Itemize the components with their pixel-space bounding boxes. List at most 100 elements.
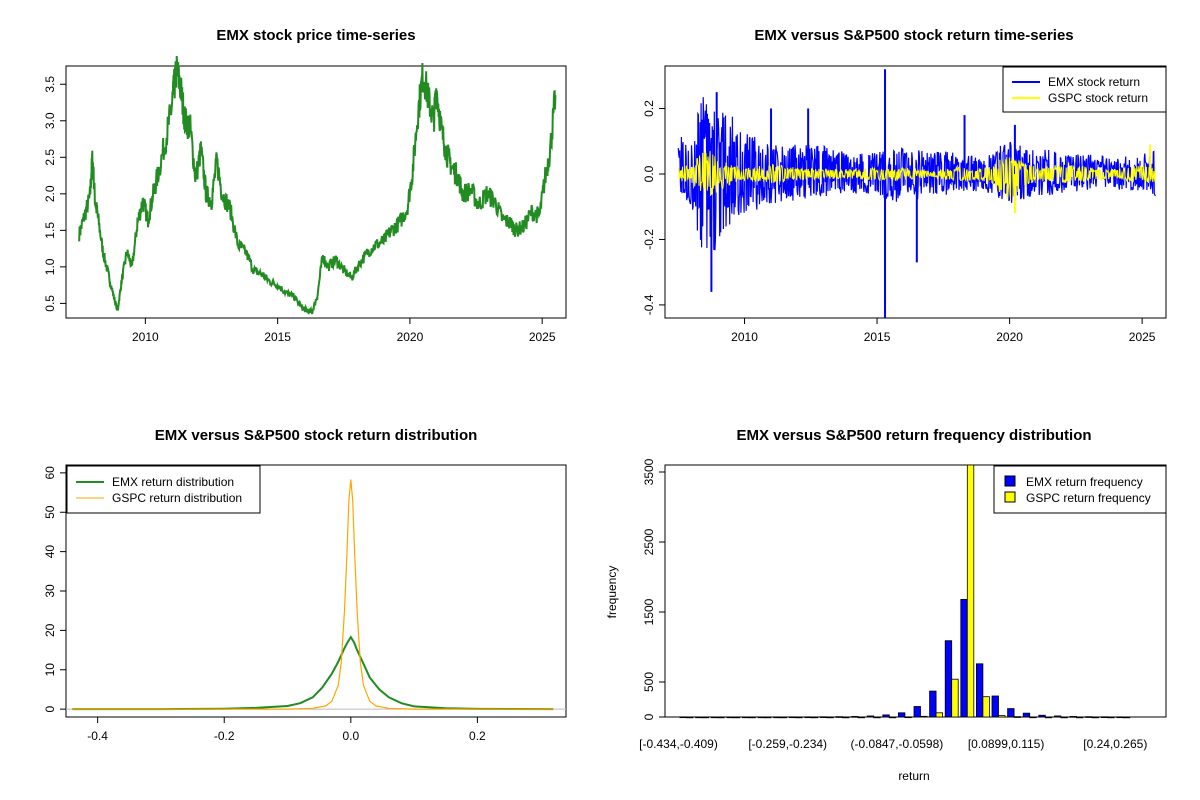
legend-label-emx-density: EMX return distribution [112, 475, 234, 489]
emx-frequency-bar [929, 690, 937, 718]
price-plot-area [78, 56, 557, 315]
histogram-legend-box [993, 465, 1167, 514]
returns-x-tick-label: 2025 [1129, 330, 1156, 344]
emx-frequency-bar [991, 695, 999, 718]
density-y-tick-label: 30 [43, 584, 57, 598]
gspc-frequency-bar [888, 716, 897, 719]
density-legend: EMX return distribution GSPC return dist… [66, 465, 261, 514]
legend-label-gspc-return: GSPC stock return [1048, 91, 1148, 105]
density-chart-title: EMX versus S&P500 stock return distribut… [155, 427, 478, 444]
returns-x-axis: 2010 2015 2020 2025 [731, 317, 1156, 344]
histogram-x-tick-label: [0.24,0.265) [1083, 737, 1147, 751]
density-legend-box [66, 465, 261, 514]
histogram-x-tick-label: [-0.259,-0.234) [748, 737, 827, 751]
emx-frequency-bar [960, 599, 968, 718]
price-y-tick-label: 3.5 [43, 76, 57, 93]
histogram-x-axis-title: return [898, 769, 929, 783]
density-x-tick-label: 0.2 [469, 729, 486, 743]
price-chart-title: EMX stock price time-series [216, 27, 415, 44]
histogram-x-tick-label: [-0.434,-0.409) [639, 737, 718, 751]
emx-frequency-bar [726, 716, 734, 719]
density-plot-area [66, 479, 566, 711]
gspc-frequency-bar [1013, 716, 1021, 718]
emx-frequency-bar [1054, 715, 1062, 718]
returns-y-tick-label: 0.0 [642, 165, 656, 182]
density-y-axis: 0 10 20 30 40 50 60 [43, 466, 67, 712]
histogram-chart-title: EMX versus S&P500 return frequency distr… [736, 427, 1091, 444]
histogram-y-tick-label: 2500 [642, 528, 656, 555]
emx-frequency-bar [804, 716, 812, 719]
histogram-x-tick-label: [0.0899,0.115) [968, 737, 1045, 751]
histogram-y-axis: 0 500 1500 2500 3500 [642, 458, 666, 720]
density-y-tick-label: 10 [43, 663, 57, 677]
legend-label-gspc-density: GSPC return distribution [112, 491, 242, 505]
gspc-density-series [72, 479, 554, 710]
returns-x-tick-label: 2010 [731, 330, 758, 344]
panel-density: EMX versus S&P500 stock return distribut… [43, 427, 567, 743]
gspc-frequency-bar [810, 716, 819, 719]
gspc-frequency-bar [732, 716, 741, 719]
gspc-frequency-bar [904, 716, 912, 719]
gspc-frequency-bar [1029, 716, 1037, 719]
returns-y-tick-label: -0.4 [642, 294, 656, 315]
emx-frequency-bar [742, 716, 750, 719]
emx-frequency-bar [773, 716, 781, 719]
gspc-return-series [677, 150, 1156, 199]
gspc-frequency-bar [982, 696, 990, 718]
gspc-frequency-bar [701, 716, 709, 719]
histogram-plot-area [679, 464, 1131, 719]
returns-y-tick-label: 0.2 [642, 100, 656, 117]
emx-frequency-bar [898, 712, 906, 718]
gspc-frequency-bar [935, 712, 943, 718]
gspc-frequency-bar [1060, 716, 1068, 719]
emx-frequency-bar [1007, 708, 1015, 718]
gspc-frequency-bar [717, 716, 725, 719]
histogram-y-axis-title: frequency [605, 566, 619, 619]
gspc-frequency-bar [857, 716, 865, 719]
price-y-axis: 0.5 1.0 1.5 2.0 2.5 3.0 3.5 [43, 76, 67, 312]
panel-price: EMX stock price time-series 2010 2015 2020… [43, 27, 567, 344]
emx-frequency-bar [913, 706, 921, 718]
gspc-frequency-bar [1107, 716, 1115, 719]
gspc-frequency-bar [1076, 716, 1084, 719]
gspc-frequency-bar [795, 716, 803, 719]
gspc-frequency-bar [826, 716, 834, 719]
emx-frequency-bar [866, 715, 875, 718]
emx-frequency-bar [1100, 716, 1109, 718]
density-x-tick-label: -0.4 [87, 729, 108, 743]
returns-x-tick-label: 2020 [996, 330, 1023, 344]
emx-frequency-bar [882, 714, 890, 718]
price-y-tick-label: 1.5 [43, 222, 57, 239]
panel-returns: EMX versus S&P500 stock return time-seri… [642, 27, 1167, 344]
gspc-frequency-bar [873, 716, 881, 719]
emx-frequency-bar [851, 716, 859, 718]
histogram-y-tick-label: 0 [642, 713, 656, 720]
density-y-tick-label: 50 [43, 505, 57, 519]
emx-frequency-bar [679, 716, 687, 719]
density-x-axis: -0.4 -0.2 0.0 0.2 [87, 716, 486, 743]
returns-y-axis: -0.4 -0.2 0.0 0.2 [642, 100, 666, 315]
gspc-frequency-bar [998, 715, 1006, 718]
price-x-tick-label: 2025 [529, 330, 556, 344]
gspc-frequency-bar [951, 678, 959, 718]
density-y-tick-label: 60 [43, 466, 57, 480]
price-y-tick-label: 0.5 [43, 295, 57, 312]
returns-plot-area [677, 69, 1156, 318]
emx-frequency-bar [1022, 712, 1031, 718]
emx-frequency-bar [1085, 716, 1093, 718]
emx-frequency-bar [757, 716, 765, 719]
density-y-tick-label: 20 [43, 623, 57, 637]
emx-frequency-bar [695, 716, 703, 719]
gspc-frequency-bar [1091, 716, 1099, 719]
histogram-y-tick-label: 1500 [642, 598, 656, 625]
gspc-frequency-bar [920, 715, 928, 718]
price-y-tick-label: 2.0 [43, 185, 57, 202]
emx-frequency-bar [1038, 714, 1046, 718]
histogram-y-tick-label: 500 [642, 672, 656, 692]
price-y-tick-label: 3.0 [43, 112, 57, 129]
emx-frequency-bar [835, 716, 843, 718]
legend-swatch-gspc-frequency [1004, 491, 1016, 503]
gspc-frequency-bar [748, 716, 756, 719]
gspc-frequency-bar [764, 716, 772, 719]
